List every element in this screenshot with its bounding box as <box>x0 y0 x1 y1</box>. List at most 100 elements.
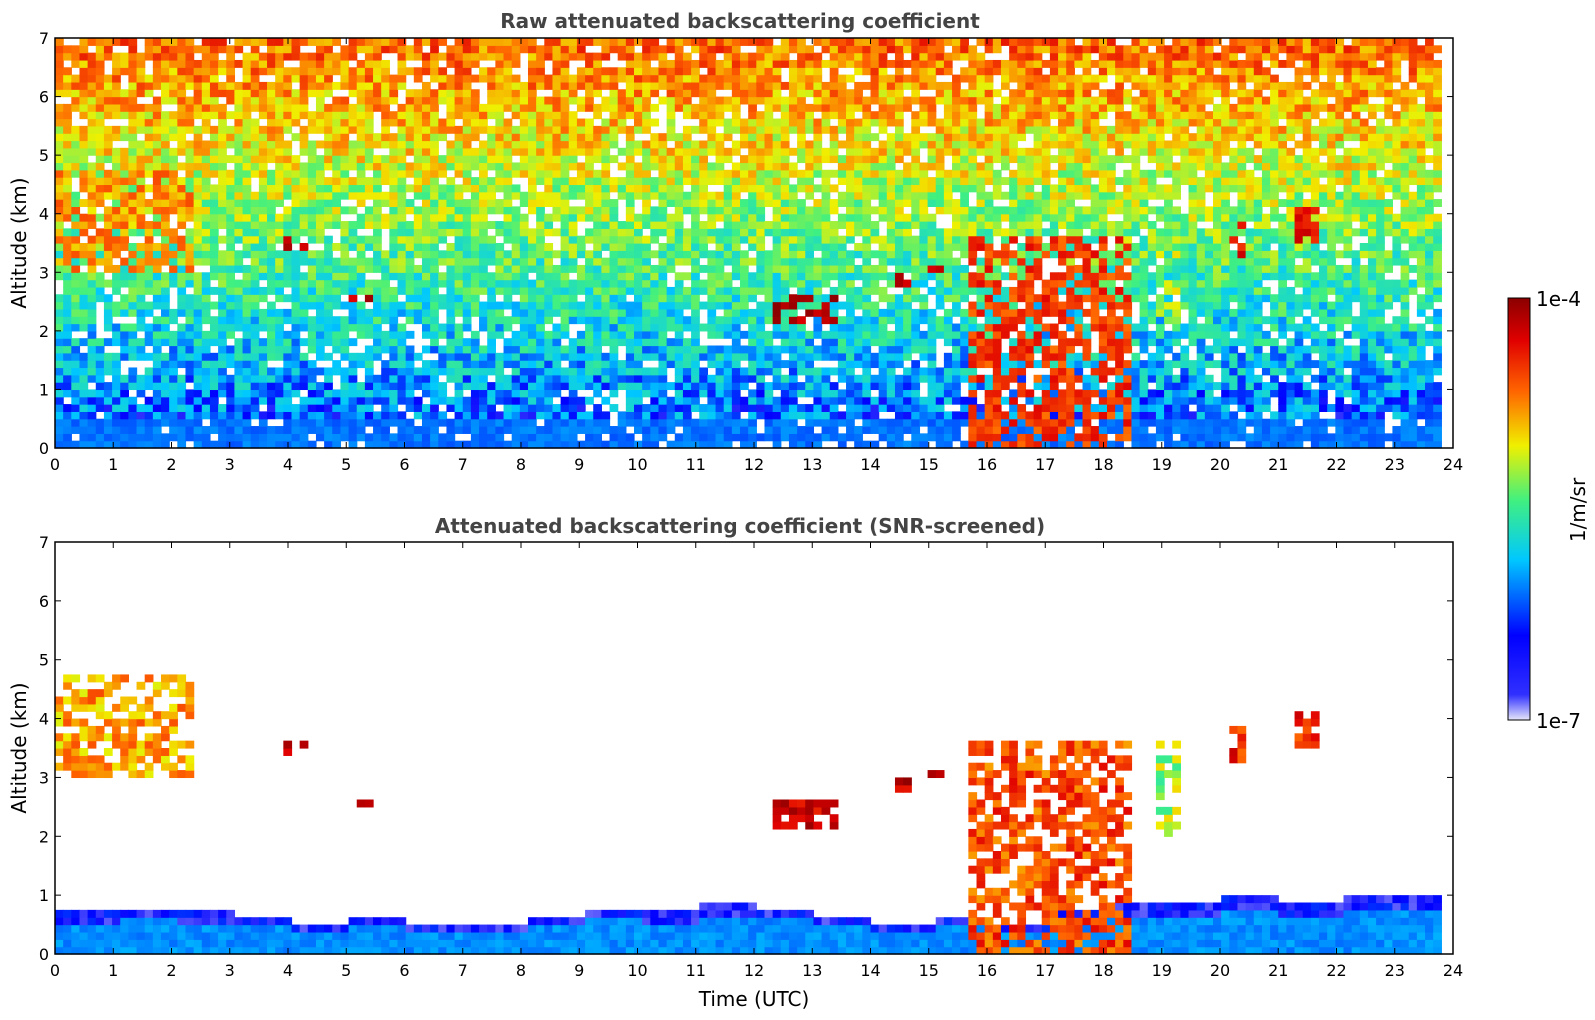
y-tick: 0 <box>39 945 1453 964</box>
x-tick: 20 <box>1210 38 1230 474</box>
x-tick: 18 <box>1093 38 1114 474</box>
y-tick-label: 5 <box>39 651 49 670</box>
x-tick: 18 <box>1093 542 1114 980</box>
x-tick-label: 1 <box>108 961 118 980</box>
x-tick-label: 6 <box>399 961 409 980</box>
x-tick-label: 7 <box>458 961 468 980</box>
y-tick-label: 3 <box>39 768 49 787</box>
x-tick-label: 23 <box>1385 961 1405 980</box>
x-tick-label: 17 <box>1035 455 1055 474</box>
y-tick-label: 4 <box>39 205 49 224</box>
x-tick-label: 20 <box>1210 961 1230 980</box>
x-tick: 1 <box>108 38 118 474</box>
x-tick-label: 19 <box>1152 961 1172 980</box>
y-tick: 5 <box>39 651 1453 670</box>
x-tick: 5 <box>341 542 351 980</box>
x-tick-label: 14 <box>860 961 880 980</box>
y-tick: 4 <box>39 710 1453 729</box>
x-tick-label: 21 <box>1268 455 1288 474</box>
panel-raw-ylabel: Altitude (km) <box>7 177 31 308</box>
panel-raw: Raw attenuated backscattering coefficien… <box>7 9 1463 474</box>
x-tick-label: 8 <box>516 455 526 474</box>
x-tick-label: 23 <box>1385 455 1405 474</box>
x-tick: 19 <box>1152 38 1172 474</box>
panel-screened: Attenuated backscattering coefficient (S… <box>7 514 1463 1011</box>
x-tick-label: 13 <box>802 961 822 980</box>
x-tick: 24 <box>1443 542 1463 980</box>
panel-screened-y-axis: 0 1 2 3 4 5 6 7 <box>39 533 1453 964</box>
y-tick: 2 <box>39 322 1453 341</box>
x-tick-label: 19 <box>1152 455 1172 474</box>
x-tick-label: 2 <box>166 961 176 980</box>
y-tick-label: 7 <box>39 29 49 48</box>
x-tick-label: 24 <box>1443 455 1463 474</box>
x-tick-label: 4 <box>283 455 293 474</box>
x-tick-label: 6 <box>399 455 409 474</box>
x-tick: 22 <box>1326 542 1347 980</box>
y-tick-label: 7 <box>39 533 49 552</box>
x-tick-label: 18 <box>1093 961 1113 980</box>
x-tick-label: 20 <box>1210 455 1230 474</box>
x-tick: 19 <box>1152 542 1172 980</box>
x-tick: 12 <box>744 38 764 474</box>
x-tick: 9 <box>574 542 584 980</box>
x-tick: 11 <box>686 542 706 980</box>
x-tick: 24 <box>1443 38 1463 474</box>
y-tick: 2 <box>39 827 1453 846</box>
panel-raw-title: Raw attenuated backscattering coefficien… <box>500 9 980 33</box>
x-tick-label: 15 <box>919 455 939 474</box>
panel-screened-xlabel: Time (UTC) <box>698 987 810 1011</box>
colorbar: 1e-4 1e-7 1/m/sr <box>1507 287 1590 733</box>
x-tick: 9 <box>574 38 584 474</box>
y-tick: 1 <box>39 380 1453 399</box>
x-tick-label: 0 <box>50 961 60 980</box>
y-tick-label: 5 <box>39 146 49 165</box>
x-tick: 17 <box>1035 542 1055 980</box>
y-tick: 4 <box>39 205 1453 224</box>
colorbar-max-label: 1e-4 <box>1536 287 1581 311</box>
y-tick-label: 0 <box>39 945 49 964</box>
x-tick: 2 <box>166 542 177 980</box>
x-tick-label: 2 <box>166 455 176 474</box>
x-tick: 12 <box>744 542 764 980</box>
colorbar-gradient <box>1507 297 1531 721</box>
x-tick: 10 <box>627 542 648 980</box>
x-tick-label: 21 <box>1268 961 1288 980</box>
x-tick: 10 <box>627 38 648 474</box>
x-tick-label: 24 <box>1443 961 1463 980</box>
y-tick-label: 0 <box>39 439 49 458</box>
x-tick: 14 <box>860 38 881 474</box>
x-tick-label: 10 <box>627 455 647 474</box>
x-tick: 4 <box>283 542 293 980</box>
x-tick-label: 10 <box>627 961 647 980</box>
x-tick: 3 <box>225 38 235 474</box>
x-tick: 13 <box>802 38 822 474</box>
x-tick: 14 <box>860 542 881 980</box>
x-tick: 22 <box>1326 38 1347 474</box>
x-tick-label: 5 <box>341 961 351 980</box>
x-tick-label: 9 <box>574 455 584 474</box>
x-tick-label: 11 <box>686 961 706 980</box>
x-tick: 15 <box>919 542 939 980</box>
x-tick: 7 <box>458 38 468 474</box>
y-tick-label: 1 <box>39 886 49 905</box>
y-tick-label: 6 <box>39 592 49 611</box>
y-tick: 3 <box>39 263 1453 282</box>
y-tick-label: 3 <box>39 263 49 282</box>
y-tick: 5 <box>39 146 1453 165</box>
panel-screened-heatmap <box>55 674 1442 955</box>
y-tick-label: 1 <box>39 380 49 399</box>
x-tick: 6 <box>399 542 410 980</box>
x-tick: 16 <box>977 542 997 980</box>
panel-screened-x-axis: 0 1 2 3 4 5 6 7 8 9 10 11 12 13 14 15 16 17 18 19 20 21 22 23 24 <box>50 542 1463 980</box>
x-tick-label: 4 <box>283 961 293 980</box>
y-tick: 7 <box>39 29 1453 48</box>
x-tick: 16 <box>977 38 997 474</box>
x-tick-label: 0 <box>50 455 60 474</box>
x-tick: 0 <box>50 542 60 980</box>
x-tick-label: 12 <box>744 455 764 474</box>
x-tick: 2 <box>166 38 177 474</box>
y-tick: 6 <box>39 592 1453 611</box>
x-tick: 21 <box>1268 542 1288 980</box>
